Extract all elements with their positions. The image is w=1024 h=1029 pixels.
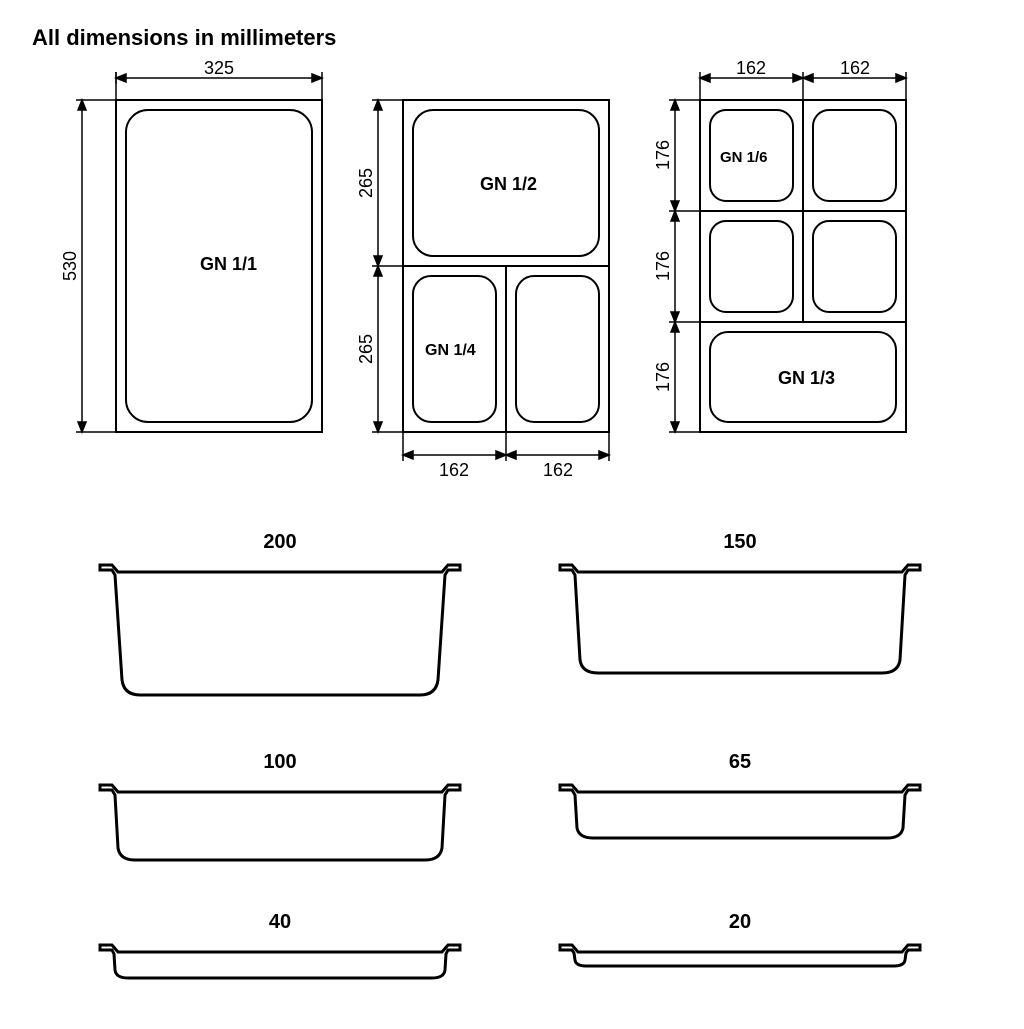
pan-150: 150 <box>560 531 920 673</box>
diagram-gn-1-1: 325 530 GN 1/1 <box>60 58 322 432</box>
label-gn-1-3: GN 1/3 <box>778 368 835 388</box>
svg-text:40: 40 <box>269 911 291 933</box>
page-title: All dimensions in millimeters <box>32 25 336 50</box>
dim-176-1: 176 <box>653 140 673 170</box>
dim-265-top: 265 <box>356 168 376 198</box>
svg-text:20: 20 <box>729 911 751 933</box>
dim-162-tr: 162 <box>840 58 870 78</box>
dim-176-3: 176 <box>653 362 673 392</box>
pan-40: 40 <box>100 911 460 978</box>
pan-200: 200 <box>100 531 460 695</box>
svg-text:150: 150 <box>723 531 756 553</box>
dim-162-bl: 162 <box>439 460 469 480</box>
svg-text:100: 100 <box>263 751 296 773</box>
label-gn-1-6: GN 1/6 <box>720 149 768 166</box>
dim-325: 325 <box>204 58 234 78</box>
dim-176-2: 176 <box>653 251 673 281</box>
dim-265-bot: 265 <box>356 334 376 364</box>
label-gn-1-4: GN 1/4 <box>425 342 476 359</box>
dim-162-br: 162 <box>543 460 573 480</box>
pan-65: 65 <box>560 751 920 838</box>
diagram-gn-1-2-1-4: 265 265 GN 1/2 GN 1/4 16 <box>356 100 609 480</box>
svg-text:200: 200 <box>263 531 296 553</box>
dim-162-tl: 162 <box>736 58 766 78</box>
label-gn-1-1: GN 1/1 <box>200 254 257 274</box>
svg-text:65: 65 <box>729 751 751 773</box>
pan-20: 20 <box>560 911 920 966</box>
pan-100: 100 <box>100 751 460 860</box>
label-gn-1-2: GN 1/2 <box>480 174 537 194</box>
dim-530: 530 <box>60 251 80 281</box>
diagram-gn-1-6-1-3: 162 162 176 176 176 <box>653 58 906 432</box>
